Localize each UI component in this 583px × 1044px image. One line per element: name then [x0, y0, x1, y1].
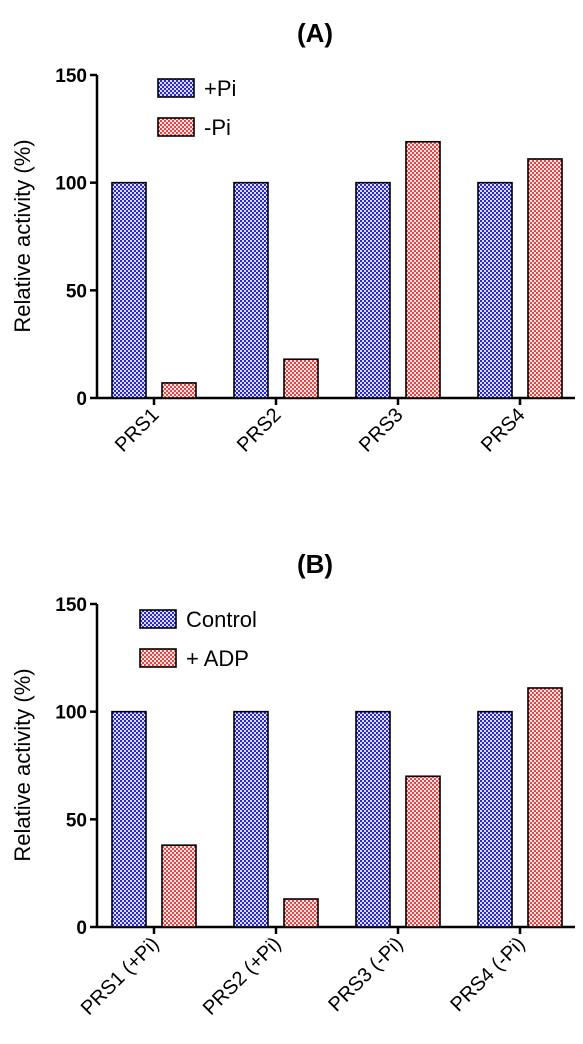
- x-category-label: PRS1: [111, 404, 164, 457]
- legend-swatch: [158, 79, 194, 97]
- bar-series2-4: [528, 688, 562, 927]
- legend-swatch: [140, 610, 176, 628]
- bar-series1-4: [478, 712, 512, 927]
- y-tick-label: 50: [66, 810, 87, 831]
- bar-series2-1: [162, 383, 196, 398]
- bar-series1-2: [234, 712, 268, 927]
- y-tick-label: 100: [55, 703, 87, 724]
- y-tick-label: 50: [66, 281, 87, 302]
- bar-series1-1: [112, 183, 146, 398]
- bar-series2-3: [406, 142, 440, 398]
- chart-panel-b: (B) Relative activity (%) 0 50 100 150 PRS1 (+…: [10, 549, 575, 1020]
- bar-series2-3: [406, 776, 440, 927]
- bar-series1-4: [478, 183, 512, 398]
- x-category-label: PRS4 (-Pi): [446, 933, 529, 1016]
- bar-series2-2: [284, 359, 318, 398]
- y-tick-label: 0: [76, 389, 87, 410]
- x-category-label: PRS3: [355, 404, 408, 457]
- legend-label: +Pi: [204, 76, 236, 101]
- bar-series1-3: [356, 712, 390, 927]
- y-tick-label: 100: [55, 174, 87, 195]
- bar-series2-2: [284, 899, 318, 927]
- legend-swatch: [158, 118, 194, 136]
- legend-label: + ADP: [186, 646, 249, 671]
- y-tick-label: 150: [55, 595, 87, 616]
- x-category-label: PRS4: [477, 404, 530, 457]
- bar-series1-1: [112, 712, 146, 927]
- y-axis-label: Relative activity (%): [10, 668, 35, 861]
- bar-series1-2: [234, 183, 268, 398]
- chart-title: (B): [297, 549, 333, 579]
- bar-series1-3: [356, 183, 390, 398]
- bar-series2-4: [528, 159, 562, 398]
- y-tick-label: 0: [76, 918, 87, 939]
- chart-panel-a: (A) Relative activity (%) 0 50 100 150 PRS1 PRS…: [10, 18, 575, 456]
- x-category-label: PRS3 (-Pi): [324, 933, 407, 1016]
- x-category-label: PRS2 (+Pi): [199, 933, 286, 1020]
- chart-title: (A): [297, 18, 333, 48]
- legend-swatch: [140, 649, 176, 667]
- legend-label: -Pi: [204, 115, 231, 140]
- x-category-label: PRS2: [233, 404, 286, 457]
- bar-series2-1: [162, 845, 196, 927]
- y-axis-label: Relative activity (%): [10, 139, 35, 332]
- y-tick-label: 150: [55, 66, 87, 87]
- x-category-label: PRS1 (+Pi): [77, 933, 164, 1020]
- legend-label: Control: [186, 607, 257, 632]
